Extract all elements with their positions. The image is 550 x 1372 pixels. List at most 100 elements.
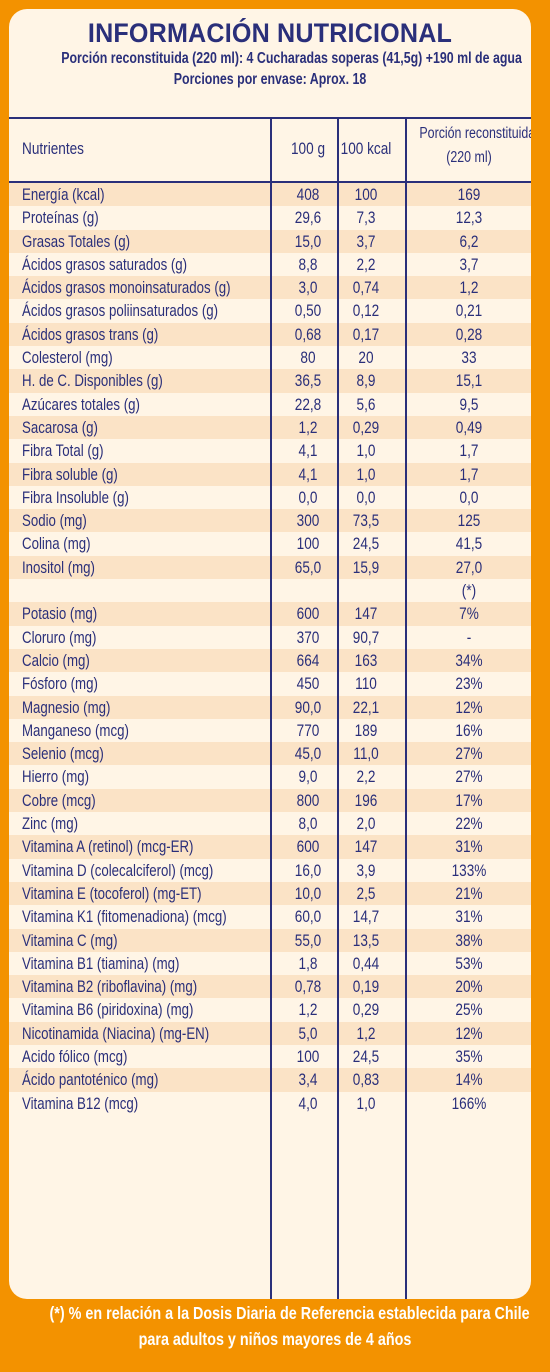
value-portion: 12% bbox=[455, 1023, 483, 1043]
nutrient-name: Proteínas (g) bbox=[22, 208, 99, 228]
value-portion: 12,3 bbox=[455, 208, 483, 228]
table-row: Colina (mg) 100 24,5 41,5 bbox=[9, 532, 531, 555]
value-portion: (*) bbox=[461, 581, 477, 601]
value-portion: 21% bbox=[455, 883, 483, 903]
nutrient-name: Energía (kcal) bbox=[22, 185, 105, 204]
nutrient-name: Colina (mg) bbox=[22, 534, 91, 554]
value-100kcal: 24,5 bbox=[352, 534, 380, 554]
table-row: Potasio (mg) 600 147 7% bbox=[9, 602, 531, 626]
table-row: Colesterol (mg) 80 20 33 bbox=[9, 346, 531, 369]
nutrient-name: Vitamina C (mg) bbox=[22, 930, 118, 950]
value-100g: 4,1 bbox=[298, 441, 318, 461]
value-100kcal: 14,7 bbox=[352, 907, 380, 927]
table-row: (*) bbox=[9, 579, 531, 602]
servings-info: Porciones por envase: Aprox. 18 bbox=[173, 71, 367, 88]
value-100g: 4,1 bbox=[298, 464, 318, 484]
value-portion: - bbox=[466, 627, 472, 647]
value-100kcal: 0,19 bbox=[352, 977, 380, 997]
value-100kcal: 196 bbox=[354, 790, 378, 810]
value-100g: 55,0 bbox=[294, 930, 322, 950]
value-100g: 9,0 bbox=[298, 767, 318, 787]
value-100g: 45,0 bbox=[294, 744, 322, 764]
value-100g: 15,0 bbox=[294, 231, 322, 251]
value-100g: 22,8 bbox=[294, 394, 322, 414]
value-portion: 31% bbox=[455, 837, 483, 857]
value-portion: 22% bbox=[455, 814, 483, 834]
value-100g: 0,50 bbox=[294, 301, 322, 321]
table-row: Fibra Total (g) 4,1 1,0 1,7 bbox=[9, 439, 531, 462]
value-100kcal: 0,29 bbox=[352, 1000, 380, 1020]
value-100kcal: 7,3 bbox=[356, 208, 376, 228]
nutrient-name: Potasio (mg) bbox=[22, 604, 98, 624]
nutrient-name: Ácidos grasos monoinsaturados (g) bbox=[22, 278, 231, 298]
value-portion: 12% bbox=[455, 697, 483, 717]
nutrient-name: Vitamina B12 (mcg) bbox=[22, 1093, 139, 1113]
value-100kcal: 1,0 bbox=[356, 464, 376, 484]
table-row: Zinc (mg) 8,0 2,0 22% bbox=[9, 812, 531, 835]
value-100g: 0,78 bbox=[294, 977, 322, 997]
footnote-line1: (*) % en relación a la Dosis Diaria de R… bbox=[49, 1303, 530, 1323]
value-100g: 1,2 bbox=[298, 1000, 318, 1020]
value-portion: 1,2 bbox=[459, 278, 479, 298]
footnote-line2: para adultos y niños mayores de 4 años bbox=[138, 1329, 412, 1349]
value-100kcal: 110 bbox=[355, 674, 377, 694]
value-portion: 38% bbox=[455, 930, 483, 950]
table-row: Hierro (mg) 9,0 2,2 27% bbox=[9, 765, 531, 788]
nutrient-name: Fibra Insoluble (g) bbox=[22, 487, 129, 507]
value-100g: 800 bbox=[296, 790, 320, 810]
nutrient-name: Sodio (mg) bbox=[22, 511, 87, 531]
value-100kcal: 2,0 bbox=[356, 814, 376, 834]
value-portion: 1,7 bbox=[459, 441, 479, 461]
value-100g: 8,8 bbox=[298, 254, 318, 274]
value-100g: 36,5 bbox=[294, 371, 322, 391]
table-row: Azúcares totales (g) 22,8 5,6 9,5 bbox=[9, 393, 531, 416]
nutrition-panel: INFORMACIÓN NUTRICIONAL Porción reconsti… bbox=[9, 9, 531, 1299]
col-100g: 100 g bbox=[290, 139, 326, 158]
table-row: Vitamina B6 (piridoxina) (mg) 1,2 0,29 25% bbox=[9, 998, 531, 1021]
value-100kcal: 147 bbox=[354, 604, 378, 624]
value-100kcal: 100 bbox=[354, 185, 378, 204]
value-100g: 3,0 bbox=[298, 278, 318, 298]
value-100kcal: 1,2 bbox=[356, 1023, 376, 1043]
value-100g: 29,6 bbox=[294, 208, 322, 228]
value-100g: 10,0 bbox=[294, 883, 322, 903]
table-row: Cloruro (mg) 370 90,7 - bbox=[9, 626, 531, 649]
nutrient-name: Cobre (mcg) bbox=[22, 790, 96, 810]
table-row: Vitamina K1 (fitomenadiona) (mcg) 60,0 14,… bbox=[9, 905, 531, 928]
nutrient-name: Sacarosa (g) bbox=[22, 417, 98, 437]
col-portion-line1: Porción reconstituida bbox=[419, 125, 531, 142]
value-100kcal: 22,1 bbox=[352, 697, 380, 717]
nutrient-name: Colesterol (mg) bbox=[22, 348, 113, 368]
value-100g: 600 bbox=[296, 837, 320, 857]
value-100kcal: 13,5 bbox=[352, 930, 380, 950]
value-portion: 3,7 bbox=[459, 254, 479, 274]
value-100kcal: 189 bbox=[354, 720, 378, 740]
nutrient-name: Selenio (mcg) bbox=[22, 744, 104, 764]
nutrient-name: Ácido pantoténico (mg) bbox=[22, 1070, 159, 1090]
value-portion: 0,21 bbox=[455, 301, 483, 321]
value-portion: 27% bbox=[455, 767, 483, 787]
nutrient-name: Fibra Total (g) bbox=[22, 441, 104, 461]
nutrient-name: Vitamina B6 (piridoxina) (mg) bbox=[22, 1000, 194, 1020]
table-row: Manganeso (mcg) 770 189 16% bbox=[9, 719, 531, 742]
value-100g: 100 bbox=[296, 534, 320, 554]
value-100kcal: 0,83 bbox=[352, 1070, 380, 1090]
value-portion: 7% bbox=[459, 604, 479, 624]
value-portion: 166% bbox=[451, 1093, 487, 1113]
table-row: Fósforo (mg) 450 110 23% bbox=[9, 672, 531, 695]
value-portion: 27% bbox=[455, 744, 483, 764]
label-title: INFORMACIÓN NUTRICIONAL bbox=[87, 18, 453, 48]
value-100kcal: 0,74 bbox=[352, 278, 380, 298]
value-100kcal: 73,5 bbox=[352, 511, 380, 531]
value-100g: 370 bbox=[296, 627, 320, 647]
nutrient-name: Fósforo (mg) bbox=[22, 674, 98, 694]
value-100g: 4,0 bbox=[298, 1093, 318, 1113]
col-portion-line2: (220 ml) bbox=[446, 149, 492, 166]
value-100kcal: 147 bbox=[354, 837, 378, 857]
value-100kcal: 2,2 bbox=[356, 254, 376, 274]
nutrient-name: Nicotinamida (Niacina) (mg-EN) bbox=[22, 1023, 210, 1043]
value-100g: 1,8 bbox=[298, 953, 318, 973]
column-divider bbox=[337, 117, 339, 1299]
value-100kcal: 8,9 bbox=[356, 371, 376, 391]
value-portion: 33 bbox=[461, 348, 477, 368]
